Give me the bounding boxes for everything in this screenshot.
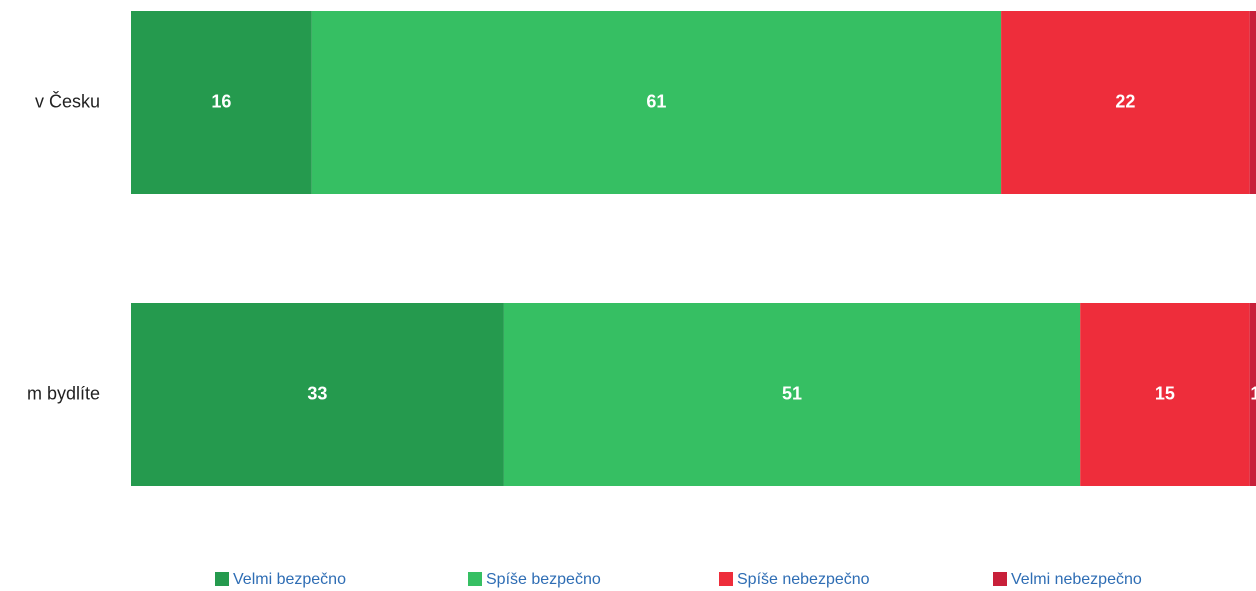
category-label: m bydlíte: [27, 383, 100, 403]
legend-label: Spíše nebezpečno: [737, 571, 870, 588]
legend-swatch: [993, 572, 1007, 586]
bar-segment: [131, 303, 504, 486]
bar-segment: [311, 11, 1002, 194]
data-label: 15: [1155, 383, 1175, 403]
legend-swatch: [215, 572, 229, 586]
legend-swatch: [719, 572, 733, 586]
data-label: 22: [1115, 91, 1135, 111]
legend-label: Velmi bezpečno: [233, 571, 346, 588]
data-label: 1: [1250, 383, 1256, 403]
data-label: 61: [646, 91, 666, 111]
data-label: 33: [307, 383, 327, 403]
bar-segment: [1001, 11, 1250, 194]
category-label: v Česku: [35, 90, 100, 111]
bar-segment: [1249, 303, 1256, 486]
data-label: 16: [211, 91, 231, 111]
legend-label: Velmi nebezpečno: [1011, 571, 1142, 588]
bar-segment: [1249, 11, 1256, 194]
legend-label: Spíše bezpečno: [486, 571, 601, 588]
bar-segment: [503, 303, 1081, 486]
legend-swatch: [468, 572, 482, 586]
bar-segment: [1080, 303, 1250, 486]
bar-segment: [131, 11, 312, 194]
data-label: 51: [782, 383, 802, 403]
